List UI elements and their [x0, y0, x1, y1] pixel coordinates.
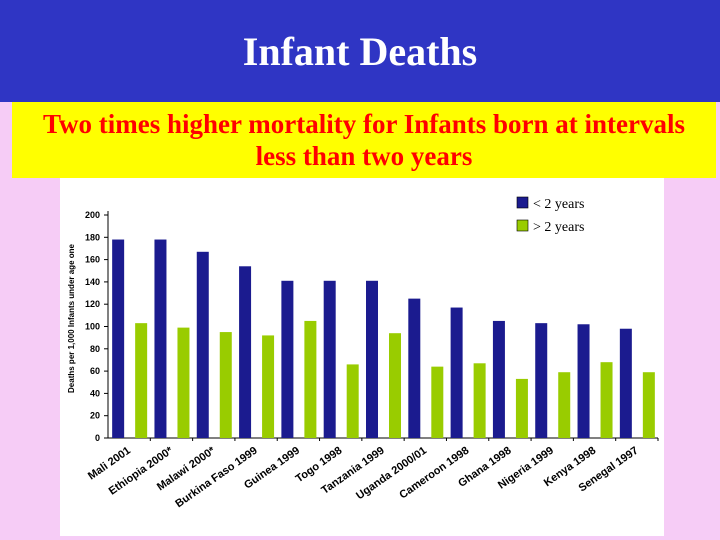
y-tick-label: 180 [85, 232, 100, 242]
bar-gt2-12 [642, 372, 655, 438]
bar-lt2-12 [619, 328, 632, 438]
bar-gt2-2 [219, 332, 232, 438]
bar-lt2-9 [492, 320, 505, 438]
y-tick-label: 160 [85, 255, 100, 265]
chart-panel: 0 20 40 60 80 100 120 140 160 180 200 Deaths per 1,… [60, 178, 664, 536]
y-tick-label: 140 [85, 277, 100, 287]
bar-lt2-8 [450, 307, 463, 438]
y-tick-label: 60 [90, 366, 100, 376]
bar-lt2-1 [154, 239, 167, 438]
title-bar: Infant Deaths [0, 0, 720, 102]
slide-subtitle: Two times higher mortality for Infants b… [43, 109, 685, 171]
bar-lt2-0 [112, 239, 125, 438]
y-tick-label: 80 [90, 344, 100, 354]
y-tick-label: 20 [90, 411, 100, 421]
subtitle-box: Two times higher mortality for Infants b… [12, 102, 716, 178]
y-tick-label: 100 [85, 322, 100, 332]
bar-lt2-2 [196, 251, 209, 438]
bar-gt2-10 [558, 372, 571, 438]
y-tick-label: 0 [95, 433, 100, 443]
y-tick-label: 200 [85, 210, 100, 220]
bar-lt2-7 [408, 298, 421, 438]
bar-gt2-9 [515, 378, 528, 438]
legend-label: > 2 years [533, 220, 584, 235]
legend-label: < 2 years [533, 197, 584, 212]
legend-swatch [516, 196, 529, 209]
y-tick-label: 120 [85, 299, 100, 309]
bar-gt2-8 [473, 363, 486, 438]
y-tick-label: 40 [90, 388, 100, 398]
bar-lt2-10 [535, 323, 548, 438]
legend-swatch [516, 219, 529, 232]
bar-lt2-6 [366, 280, 378, 438]
bar-gt2-4 [304, 320, 317, 438]
bar-gt2-7 [431, 366, 444, 438]
x-category-label: Uganda 2000/01 [354, 445, 429, 503]
bar-gt2-1 [177, 327, 190, 438]
bar-gt2-3 [262, 335, 275, 438]
bar-gt2-0 [135, 323, 148, 438]
bar-gt2-6 [389, 333, 401, 438]
bar-gt2-11 [600, 362, 613, 438]
bar-lt2-4 [281, 280, 294, 438]
bar-gt2-5 [346, 364, 359, 438]
bar-lt2-5 [323, 280, 336, 438]
slide-title: Infant Deaths [242, 28, 478, 74]
bar-chart: 0 20 40 60 80 100 120 140 160 180 200 Deaths per 1,… [67, 196, 659, 510]
bar-lt2-11 [577, 324, 590, 438]
bar-lt2-3 [239, 266, 252, 438]
y-axis-title: Deaths per 1,000 Infants under age one [67, 243, 76, 392]
